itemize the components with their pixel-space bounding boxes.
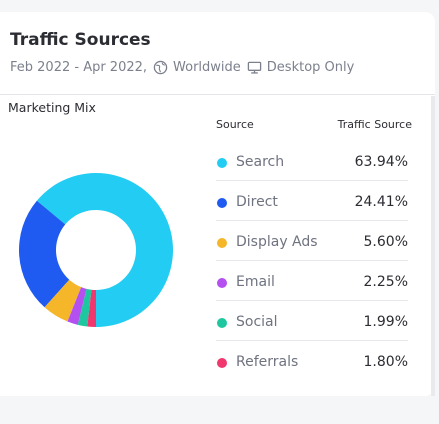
legend-dot bbox=[217, 318, 227, 328]
source-row-referrals[interactable]: Referrals 1.80% bbox=[216, 341, 408, 381]
legend-dot bbox=[217, 278, 227, 288]
source-name: Referrals bbox=[236, 354, 299, 370]
legend-dot bbox=[217, 238, 227, 248]
monitor-icon bbox=[247, 61, 262, 74]
source-name: Direct bbox=[236, 194, 278, 210]
device-label: Desktop Only bbox=[266, 60, 355, 75]
donut-chart bbox=[18, 172, 174, 327]
legend-dot bbox=[217, 198, 227, 208]
source-row-direct[interactable]: Direct 24.41% bbox=[216, 181, 408, 221]
source-row-email[interactable]: Email 2.25% bbox=[216, 261, 408, 301]
source-name: Social bbox=[236, 314, 278, 330]
slice-email[interactable] bbox=[67, 287, 87, 325]
source-name: Search bbox=[236, 154, 285, 170]
region-label: Worldwide bbox=[173, 60, 241, 75]
source-row-display-ads[interactable]: Display Ads 5.60% bbox=[216, 221, 408, 261]
source-row-social[interactable]: Social 1.99% bbox=[216, 301, 408, 341]
globe-icon bbox=[153, 60, 168, 75]
source-value: 5.60% bbox=[363, 234, 408, 250]
card-title: Traffic Sources bbox=[10, 30, 151, 50]
chart-label: Marketing Mix bbox=[8, 100, 96, 115]
card-header: Traffic Sources Feb 2022 - Apr 2022, Wor… bbox=[0, 12, 435, 95]
source-name: Display Ads bbox=[236, 234, 318, 250]
source-value: 63.94% bbox=[354, 154, 408, 170]
source-column-header: Source bbox=[216, 118, 254, 131]
source-list: Search 63.94% Direct 24.41% Display Ads 5.60%… bbox=[216, 141, 408, 381]
slice-display-ads[interactable] bbox=[44, 279, 82, 322]
legend-dot bbox=[217, 358, 227, 368]
legend-dot bbox=[217, 158, 227, 168]
card-subtitle: Feb 2022 - Apr 2022, Worldwide Desktop O… bbox=[10, 60, 354, 75]
source-value: 2.25% bbox=[363, 274, 408, 290]
source-value: 24.41% bbox=[354, 194, 408, 210]
scrollbar[interactable] bbox=[431, 96, 435, 396]
source-value: 1.99% bbox=[363, 314, 408, 330]
slice-direct[interactable] bbox=[18, 200, 70, 308]
source-row-search[interactable]: Search 63.94% bbox=[216, 141, 408, 181]
date-range: Feb 2022 - Apr 2022, bbox=[10, 60, 148, 75]
source-name: Email bbox=[236, 274, 275, 290]
slice-search[interactable] bbox=[36, 172, 174, 327]
source-value: 1.80% bbox=[363, 354, 408, 370]
value-column-header: Traffic Source bbox=[337, 118, 412, 131]
slice-social[interactable] bbox=[77, 288, 92, 327]
slice-referrals[interactable] bbox=[87, 289, 96, 327]
